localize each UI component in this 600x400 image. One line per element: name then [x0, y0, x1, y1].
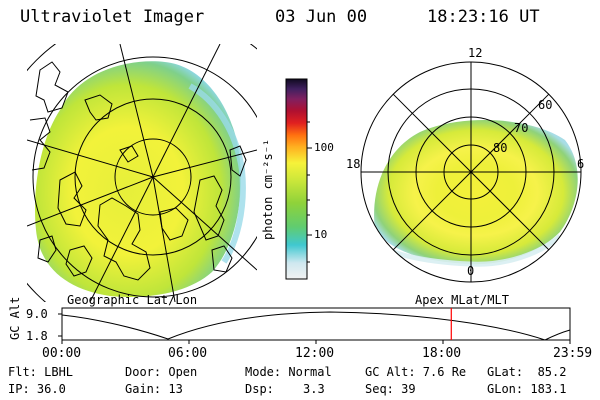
colorbar-tick-10: 10	[314, 228, 328, 241]
image-time: 18:23:16 UT	[427, 7, 540, 27]
coastlines	[29, 61, 247, 281]
instrument-title: Ultraviolet Imager	[20, 7, 205, 27]
colorbar-tick-100: 100	[314, 141, 334, 154]
ip-value: IP: 36.0	[8, 382, 66, 396]
orbit-xtick-1800: 18:00	[422, 346, 462, 361]
meridian-lines	[27, 44, 257, 302]
orbit-xtick-0000: 00:00	[42, 346, 82, 361]
latitude-circles	[27, 44, 257, 302]
mode-value: Mode: Normal	[245, 365, 332, 379]
mlat-label-70: 70	[514, 121, 529, 135]
orbit-ytick-high: 9.0	[26, 307, 48, 321]
mlat-label-80: 80	[493, 141, 508, 155]
gc-alt-value: GC Alt: 7.6 Re	[365, 365, 467, 379]
mlt-label-6: 6	[577, 157, 585, 171]
mlt-label-18: 18	[346, 157, 361, 171]
orbit-altitude-curve	[61, 311, 571, 341]
colorbar-ticks	[307, 121, 312, 263]
colorbar-unit-label: photon cm⁻²s⁻¹	[261, 138, 275, 240]
orbit-xtick-2359: 23:59	[553, 346, 593, 361]
filter-value: Flt: LBHL	[8, 365, 74, 379]
colorbar	[285, 78, 308, 280]
orbit-altitude-plot	[58, 307, 571, 344]
geographic-panel-label: Geographic Lat/Lon	[67, 293, 198, 307]
orbit-x-ticks	[61, 340, 571, 344]
orbit-xtick-0600: 06:00	[168, 346, 208, 361]
gain-value: Gain: 13	[125, 382, 183, 396]
orbit-xtick-1200: 12:00	[295, 346, 335, 361]
door-status: Door: Open	[125, 365, 198, 379]
orbit-ylabel: GC Alt	[8, 296, 22, 340]
glat-value: GLat: 85.2	[487, 365, 567, 379]
magnetic-polar-plot	[360, 61, 582, 283]
orbit-ytick-low: 1.8	[26, 329, 48, 343]
mlat-label-60: 60	[538, 98, 553, 112]
mlt-spokes	[361, 62, 581, 282]
aurora-image-geographic	[35, 61, 241, 297]
mlt-label-12: 12	[468, 46, 483, 60]
glon-value: GLon: 183.1	[487, 382, 567, 396]
aurora-image-magnetic	[374, 120, 578, 265]
orbit-y-ticks	[58, 313, 62, 337]
mlt-label-0: 0	[467, 264, 475, 278]
dsp-value: 3.3	[303, 382, 325, 396]
image-date: 03 Jun 00	[275, 7, 368, 27]
seq-value: Seq: 39	[365, 382, 416, 396]
magnetic-panel-label: Apex MLat/MLT	[415, 293, 509, 307]
geographic-map	[27, 44, 257, 302]
dsp-label: Dsp:	[245, 382, 274, 396]
